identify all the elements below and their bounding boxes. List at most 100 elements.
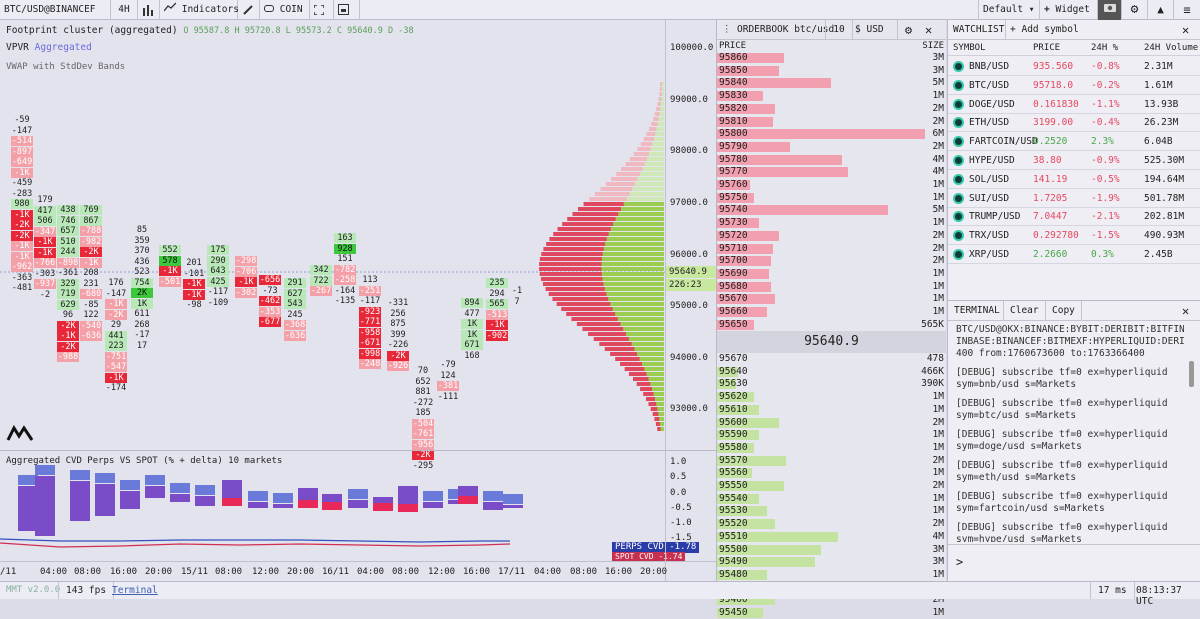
watchlist-row[interactable]: HYPE/USD 38.80 -0.9% 525.30M bbox=[948, 151, 1200, 170]
watchlist-row[interactable]: BNB/USD 935.560 -0.8% 2.31M bbox=[948, 57, 1200, 76]
camera-button[interactable] bbox=[1098, 0, 1122, 20]
watchlist-row[interactable]: TRX/USD 0.292780 -1.5% 490.93M bbox=[948, 226, 1200, 246]
size-cell: 5M bbox=[932, 204, 944, 216]
cvd-delta-bar bbox=[222, 480, 242, 498]
chart-type-button[interactable] bbox=[138, 0, 160, 20]
bid-row[interactable]: 95670 478 bbox=[717, 353, 946, 365]
ask-row[interactable]: 95660 1M bbox=[717, 306, 946, 318]
watchlist-row[interactable]: XRP/USD 2.2660 0.3% 2.45B bbox=[948, 245, 1200, 264]
price-chart-area[interactable] bbox=[0, 20, 665, 450]
watchlist-row[interactable]: DOGE/USD 0.161830 -1.1% 13.93B bbox=[948, 95, 1200, 114]
footprint-cell: 175 bbox=[207, 245, 229, 255]
volume-profile-bar bbox=[620, 207, 664, 211]
chart-panel[interactable]: Footprint cluster (aggregated) O 95587.8… bbox=[0, 20, 716, 581]
watchlist-row[interactable]: SOL/USD 141.19 -0.5% 194.64M bbox=[948, 170, 1200, 189]
bid-row[interactable]: 95500 3M bbox=[717, 544, 946, 556]
bid-row[interactable]: 95480 1M bbox=[717, 569, 946, 581]
ask-row[interactable]: 95730 1M bbox=[717, 217, 946, 229]
ask-row[interactable]: 95810 2M bbox=[717, 116, 946, 128]
bid-row[interactable]: 95610 1M bbox=[717, 404, 946, 416]
terminal-link[interactable]: Terminal bbox=[112, 585, 158, 596]
watchlist-row[interactable]: BTC/USD 95718.0 -0.2% 1.61M bbox=[948, 76, 1200, 95]
bid-row[interactable]: 95560 1M bbox=[717, 467, 946, 479]
bid-row[interactable]: 95590 1M bbox=[717, 429, 946, 441]
ask-row[interactable]: 95830 1M bbox=[717, 90, 946, 102]
bid-row[interactable]: 95530 1M bbox=[717, 505, 946, 517]
ask-row[interactable]: 95750 1M bbox=[717, 192, 946, 204]
orderbook-settings-icon[interactable]: ⚙ bbox=[897, 20, 919, 40]
bid-row[interactable]: 95550 2M bbox=[717, 480, 946, 492]
symbol-cell: FARTCOIN/USD bbox=[969, 136, 1038, 148]
ask-row[interactable]: 95840 5M bbox=[717, 77, 946, 89]
ask-row[interactable]: 95710 2M bbox=[717, 243, 946, 255]
settings-button[interactable]: ⚙ bbox=[1122, 0, 1148, 20]
close-icon[interactable]: ✕ bbox=[925, 23, 933, 37]
bid-row[interactable]: 95450 1M bbox=[717, 607, 946, 619]
ask-row[interactable]: 95720 2M bbox=[717, 230, 946, 242]
ask-row[interactable]: 95860 3M bbox=[717, 52, 946, 64]
terminal-scrollbar[interactable] bbox=[1189, 361, 1194, 387]
ask-row[interactable]: 95820 2M bbox=[717, 103, 946, 115]
bid-row[interactable]: 95620 1M bbox=[717, 391, 946, 403]
draw-button[interactable] bbox=[238, 0, 260, 20]
bid-row[interactable]: 95630 390K bbox=[717, 378, 946, 390]
bid-row[interactable]: 95540 1M bbox=[717, 493, 946, 505]
watchlist-row[interactable]: TRUMP/USD 7.0447 -2.1% 202.81M bbox=[948, 207, 1200, 227]
close-icon[interactable]: ✕ bbox=[1182, 304, 1190, 318]
account-button[interactable]: ▲ bbox=[1148, 0, 1174, 20]
watchlist-row[interactable]: FARTCOIN/USD 0.2520 2.3% 6.04B bbox=[948, 132, 1200, 152]
clear-button[interactable]: Clear bbox=[1003, 301, 1046, 321]
menu-button[interactable]: ≡ bbox=[1174, 0, 1200, 20]
currency-toggle[interactable]: $ USD bbox=[855, 20, 884, 40]
cvd-chart-area[interactable] bbox=[0, 451, 665, 561]
change-column-header[interactable]: 24H % bbox=[1091, 43, 1119, 53]
symbol-column-header[interactable]: SYMBOL bbox=[953, 43, 986, 53]
volume-column-header[interactable]: 24H Volume bbox=[1144, 43, 1199, 53]
bid-row[interactable]: 95490 3M bbox=[717, 556, 946, 568]
fullscreen-button[interactable] bbox=[310, 0, 334, 20]
bid-row[interactable]: 95570 2M bbox=[717, 455, 946, 467]
ask-row[interactable]: 95700 2M bbox=[717, 255, 946, 267]
bid-row[interactable]: 95640 466K bbox=[717, 366, 946, 378]
bid-row[interactable]: 95580 1M bbox=[717, 442, 946, 454]
ask-row[interactable]: 95680 1M bbox=[717, 281, 946, 293]
ask-row[interactable]: 95670 1M bbox=[717, 293, 946, 305]
coin-button[interactable]: COIN bbox=[260, 0, 310, 20]
add-symbol-button[interactable]: + Add symbol bbox=[1005, 20, 1079, 40]
indicators-button[interactable]: Indicators bbox=[160, 0, 239, 20]
ask-row[interactable]: 95850 3M bbox=[717, 65, 946, 77]
ask-row[interactable]: 95760 1M bbox=[717, 179, 946, 191]
ask-row[interactable]: 95690 1M bbox=[717, 268, 946, 280]
ask-row[interactable]: 95770 4M bbox=[717, 166, 946, 178]
bid-row[interactable]: 95510 4M bbox=[717, 531, 946, 543]
screenshot-button[interactable] bbox=[334, 0, 360, 20]
terminal-prompt[interactable]: > bbox=[956, 555, 964, 569]
ask-row[interactable]: 95800 6M bbox=[717, 128, 946, 140]
watchlist-row[interactable]: SUI/USD 1.7205 -1.9% 501.78M bbox=[948, 189, 1200, 208]
layout-selector[interactable]: Default ▾ bbox=[978, 0, 1040, 20]
depth-selector[interactable]: 10 bbox=[825, 20, 853, 40]
ask-row[interactable]: 95780 4M bbox=[717, 154, 946, 166]
copy-button[interactable]: Copy bbox=[1046, 301, 1082, 321]
watchlist-row[interactable]: ETH/USD 3199.00 -0.4% 26.23M bbox=[948, 113, 1200, 133]
price-axis[interactable]: 100000.0 99000.0 98000.0 97000.0 96000.0 9500… bbox=[665, 20, 716, 581]
volume-profile-bar bbox=[601, 267, 664, 271]
footprint-cell: -1K bbox=[34, 247, 56, 258]
pane-divider[interactable] bbox=[0, 450, 716, 451]
time-axis[interactable]: /11 04:00 08:00 16:00 20:00 15/11 08:00 12:00 20… bbox=[0, 561, 716, 581]
bid-row[interactable]: 95600 2M bbox=[717, 417, 946, 429]
timeframe-button[interactable]: 4H bbox=[111, 0, 138, 20]
ask-row[interactable]: 95740 5M bbox=[717, 204, 946, 216]
ask-row[interactable]: 95790 2M bbox=[717, 141, 946, 153]
close-icon[interactable]: ✕ bbox=[1182, 23, 1190, 37]
symbol-selector[interactable]: BTC/USD@BINANCEF bbox=[0, 0, 111, 20]
footprint-cell: -267 bbox=[310, 286, 332, 296]
bid-row[interactable]: 95520 2M bbox=[717, 518, 946, 530]
price-cell: 95600 bbox=[719, 416, 748, 428]
ask-row[interactable]: 95650 565K bbox=[717, 319, 946, 331]
price-column-header[interactable]: PRICE bbox=[1033, 43, 1061, 53]
footprint-cell: -766 bbox=[34, 258, 56, 268]
chevron-down-icon: ▾ bbox=[1028, 4, 1035, 15]
menu-icon[interactable]: ⋮ bbox=[722, 24, 732, 35]
add-widget-button[interactable]: + Widget bbox=[1040, 0, 1098, 20]
